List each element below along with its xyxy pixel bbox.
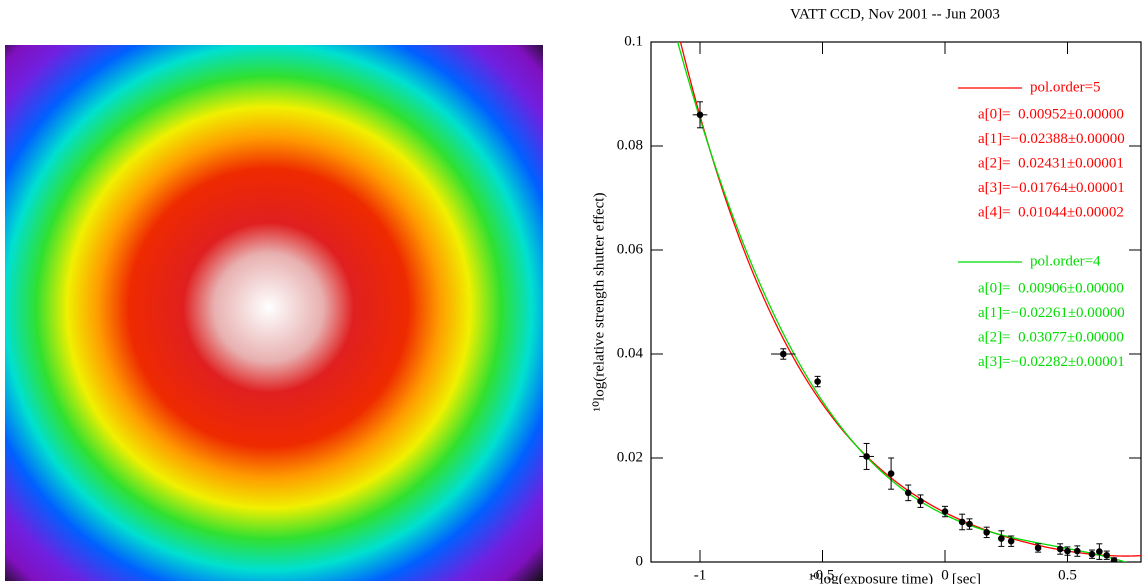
data-point bbox=[814, 378, 821, 385]
data-point bbox=[1035, 545, 1042, 552]
fit-coefficient: a[3]=−0.02282±0.00001 bbox=[978, 354, 1125, 370]
fit-coefficient: a[1]=−0.02388±0.00000 bbox=[978, 131, 1125, 147]
fit-coefficient: a[2]= 0.03077±0.00000 bbox=[978, 329, 1124, 345]
data-point bbox=[942, 508, 949, 515]
data-point bbox=[1064, 548, 1071, 555]
fit-coefficient: a[0]= 0.00952±0.00000 bbox=[978, 106, 1124, 122]
legend-label: pol.order=5 bbox=[1030, 79, 1101, 95]
data-point bbox=[888, 470, 895, 477]
data-point bbox=[1111, 557, 1118, 564]
x-tick-label: -0.5 bbox=[811, 567, 835, 583]
fit-coefficient: a[1]=−0.02261±0.00000 bbox=[978, 305, 1125, 321]
y-axis-label: ¹⁰log(relative strength shutter effect) bbox=[591, 193, 607, 412]
x-axis-label: ¹⁰log(exposure time) [sec] bbox=[809, 571, 981, 584]
y-tick-label: 0.06 bbox=[617, 241, 644, 257]
data-point bbox=[1103, 552, 1110, 559]
fit-coefficient: a[4]= 0.01044±0.00002 bbox=[978, 204, 1124, 220]
data-point bbox=[905, 490, 912, 497]
data-point bbox=[863, 453, 870, 460]
x-tick-label: -1 bbox=[694, 567, 707, 583]
fit-coefficient: a[0]= 0.00906±0.00000 bbox=[978, 280, 1124, 296]
fit-coefficient: a[3]=−0.01764±0.00001 bbox=[978, 180, 1125, 196]
data-point bbox=[697, 112, 704, 119]
data-point bbox=[1096, 548, 1103, 555]
y-tick-label: 0 bbox=[636, 553, 644, 569]
data-point bbox=[1008, 538, 1015, 545]
data-point bbox=[966, 521, 973, 528]
y-tick-label: 0.02 bbox=[617, 449, 643, 465]
legend-label: pol.order=4 bbox=[1030, 253, 1101, 269]
y-tick-label: 0.1 bbox=[624, 33, 643, 49]
data-point bbox=[1057, 546, 1064, 553]
data-point bbox=[917, 498, 924, 505]
data-point bbox=[780, 351, 787, 358]
heatmap-image bbox=[5, 45, 543, 581]
y-tick-label: 0.04 bbox=[617, 345, 644, 361]
fit-coefficient: a[2]= 0.02431±0.00001 bbox=[978, 155, 1124, 171]
x-tick-label: 0 bbox=[941, 567, 949, 583]
y-tick-label: 0.08 bbox=[617, 137, 643, 153]
data-point bbox=[983, 529, 990, 536]
data-point bbox=[1074, 548, 1081, 555]
figure: VATT CCD, Nov 2001 -- Jun 2003 ¹⁰log(exp… bbox=[0, 0, 1143, 584]
data-point bbox=[998, 535, 1005, 542]
x-tick-label: 0.5 bbox=[1058, 567, 1077, 583]
data-point bbox=[1089, 551, 1096, 558]
data-point bbox=[959, 519, 966, 526]
chart-title: VATT CCD, Nov 2001 -- Jun 2003 bbox=[790, 6, 1000, 22]
